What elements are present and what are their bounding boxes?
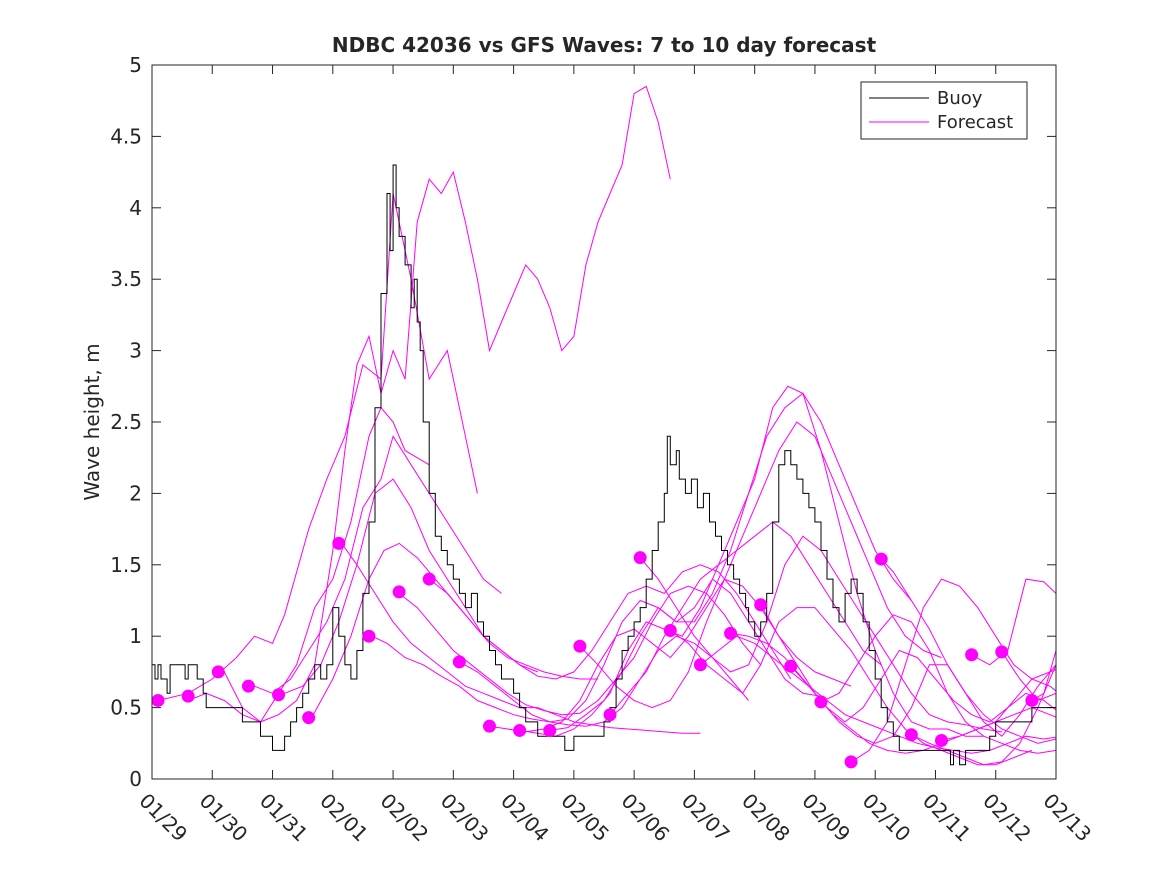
forecast-line xyxy=(609,385,984,737)
forecast-marker xyxy=(844,755,858,769)
x-tick-label: 02/05 xyxy=(556,789,614,847)
forecast-marker xyxy=(693,658,707,672)
y-tick-label: 2.5 xyxy=(110,410,142,434)
legend-forecast-label: Forecast xyxy=(937,112,1013,133)
forecast-marker xyxy=(874,552,888,566)
x-tick-label: 02/13 xyxy=(1038,789,1096,847)
y-tick-label: 5 xyxy=(129,53,142,77)
x-tick-label: 02/02 xyxy=(376,789,434,847)
forecast-marker xyxy=(152,693,165,707)
forecast-marker xyxy=(272,688,286,702)
forecast-marker xyxy=(934,733,948,747)
forecast-marker xyxy=(784,659,798,673)
forecast-marker xyxy=(1025,693,1039,707)
x-tick-label: 02/09 xyxy=(797,789,855,847)
forecast-line xyxy=(670,607,1033,766)
forecast-line xyxy=(820,614,1056,754)
forecast-marker xyxy=(543,723,557,737)
forecast-series-group xyxy=(157,85,1056,766)
forecast-marker xyxy=(663,623,677,637)
x-tick-label: 02/06 xyxy=(617,789,675,847)
plot-frame xyxy=(151,64,1057,780)
forecast-line xyxy=(157,193,478,701)
forecast-marker xyxy=(603,708,617,722)
forecast-marker xyxy=(814,695,828,709)
y-tick-label: 4 xyxy=(129,196,142,220)
x-tick-label: 02/11 xyxy=(918,789,976,847)
legend-box xyxy=(860,81,1028,140)
buoy-series-group xyxy=(152,164,1056,766)
forecast-marker xyxy=(302,711,316,725)
forecast-marker xyxy=(241,679,255,693)
x-tick-label: 02/10 xyxy=(858,789,916,847)
y-tick-label: 4.5 xyxy=(110,124,142,148)
forecast-marker xyxy=(904,728,918,742)
y-tick-label: 1.5 xyxy=(110,553,142,577)
forecast-marker xyxy=(573,639,587,653)
forecast-line xyxy=(911,664,1056,766)
y-tick-label: 0.5 xyxy=(110,696,142,720)
x-tick-label: 02/08 xyxy=(737,789,795,847)
forecast-marker xyxy=(181,689,195,703)
forecast-marker xyxy=(513,723,527,737)
forecast-marker xyxy=(452,655,466,669)
forecast-marker xyxy=(633,551,647,565)
forecast-line xyxy=(700,635,1056,754)
buoy-line xyxy=(152,164,1056,766)
forecast-markers-group xyxy=(152,536,1039,769)
chart-title: NDBC 42036 vs GFS Waves: 7 to 10 day for… xyxy=(332,33,877,57)
forecast-line xyxy=(519,521,882,737)
forecast-line xyxy=(1031,648,1056,701)
x-tick-label: 02/01 xyxy=(315,789,373,847)
forecast-marker xyxy=(724,626,738,640)
forecast-line xyxy=(188,85,671,723)
forecast-marker xyxy=(995,645,1009,659)
x-tick-label: 01/31 xyxy=(255,789,313,847)
y-tick-label: 1 xyxy=(129,624,142,648)
y-tick-label: 0 xyxy=(129,767,142,791)
forecast-marker xyxy=(211,665,225,679)
forecast-marker xyxy=(754,598,768,612)
x-tick-label: 02/04 xyxy=(496,789,554,847)
legend-buoy-label: Buoy xyxy=(937,88,983,109)
y-tick-label: 3 xyxy=(129,339,142,363)
forecast-line xyxy=(223,406,430,723)
x-tick-label: 02/03 xyxy=(436,789,494,847)
forecast-marker xyxy=(362,629,376,643)
y-tick-label: 3.5 xyxy=(110,267,142,291)
x-tick-label: 02/12 xyxy=(978,789,1036,847)
forecast-marker xyxy=(965,648,979,662)
forecast-marker xyxy=(332,536,346,550)
y-axis-ticks: 0 0.5 1 1.5 2 2.5 3 3.5 4 4.5 5 xyxy=(110,53,1056,791)
y-axis-label: Wave height, m xyxy=(80,343,104,500)
legend: Buoy Forecast xyxy=(860,81,1028,140)
forecast-line xyxy=(971,578,1056,666)
forecast-line xyxy=(579,421,942,709)
forecast-marker xyxy=(482,719,496,733)
y-tick-label: 2 xyxy=(129,481,142,505)
x-tick-label: 01/29 xyxy=(134,789,192,847)
x-tick-label: 02/07 xyxy=(677,789,735,847)
forecast-line xyxy=(398,585,762,716)
forecast-marker xyxy=(392,585,406,599)
forecast-line xyxy=(549,392,912,731)
x-tick-label: 01/30 xyxy=(195,789,253,847)
forecast-line xyxy=(941,678,1056,741)
forecast-line xyxy=(254,435,502,694)
forecast-marker xyxy=(422,572,436,586)
